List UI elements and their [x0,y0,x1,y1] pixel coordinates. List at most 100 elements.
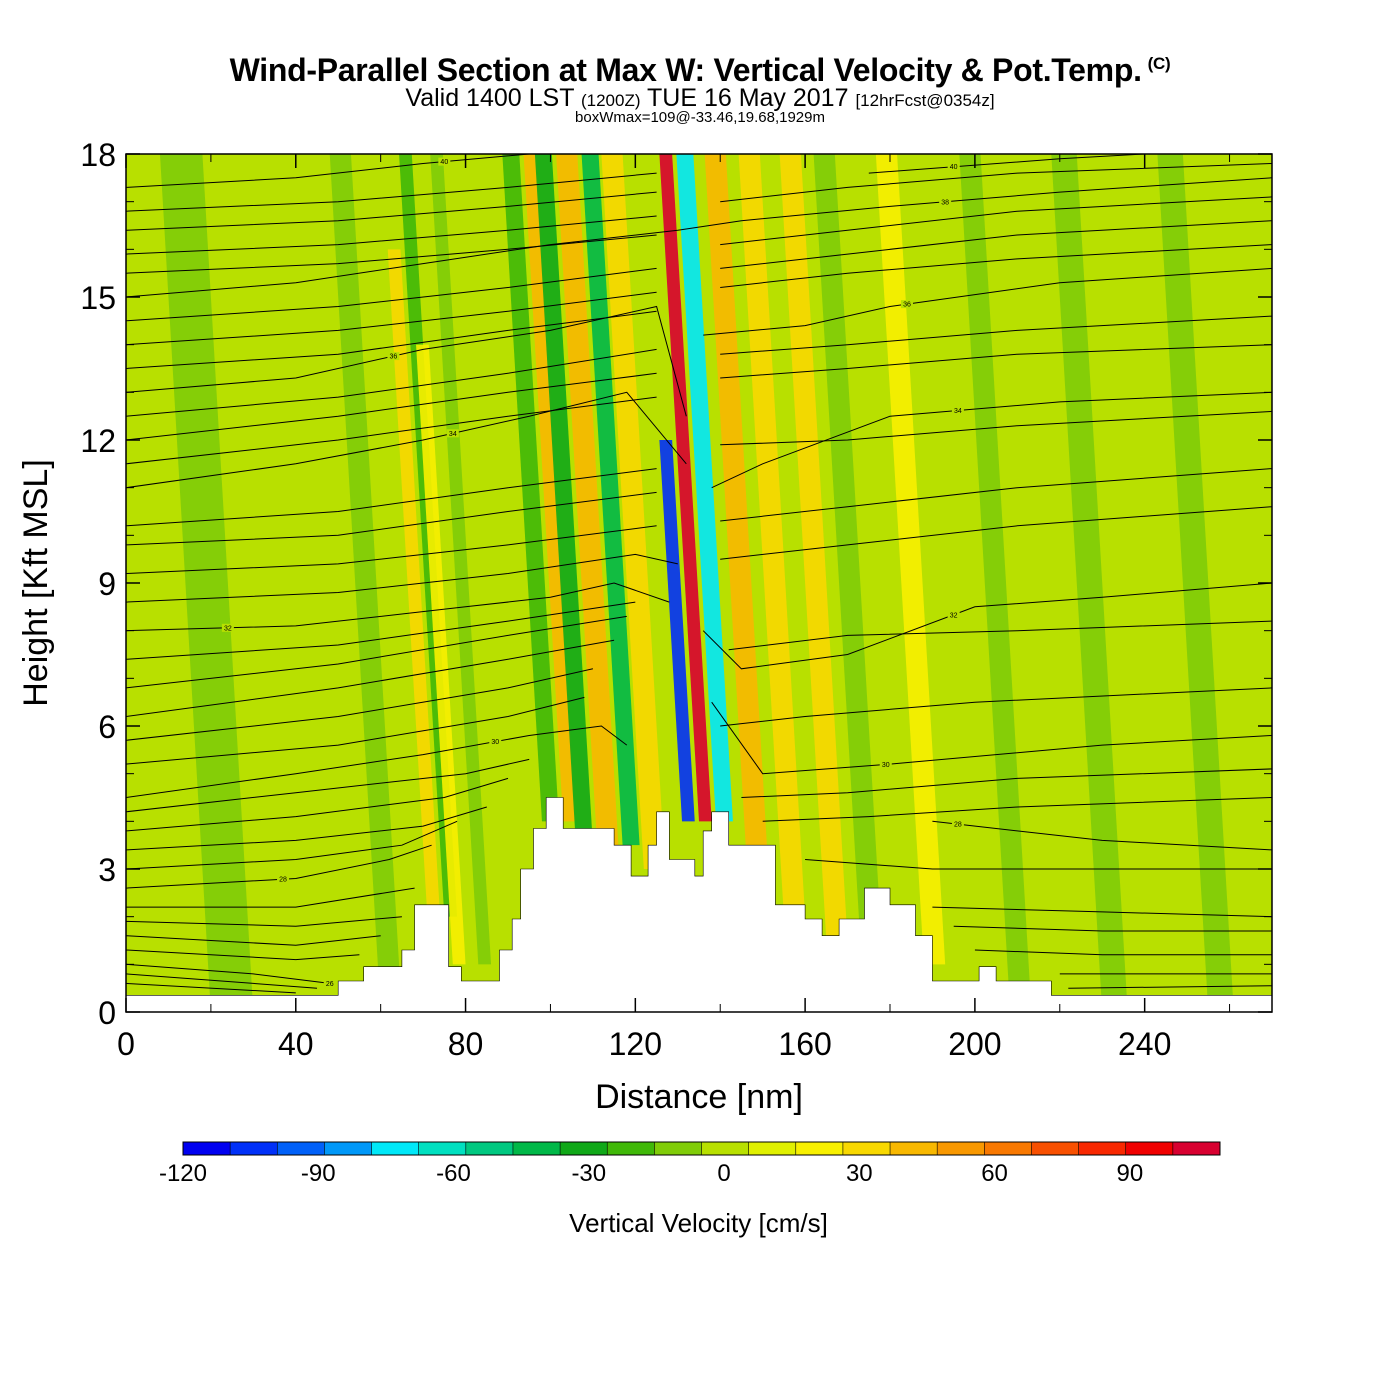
theta-label-3: 30 [491,739,499,746]
theta-label-9: 36 [390,354,398,361]
theta-contour-line-32 [932,906,1272,918]
theta-label-bg-2 [951,820,964,829]
velocity-band-7 [523,154,576,822]
theta-contour-line-30 [762,797,1272,822]
theta-contour-line-21 [126,348,657,417]
colorbar-swatch-6 [465,1142,514,1155]
velocity-band-5 [430,154,492,965]
colorbar-swatch-21 [1172,1142,1221,1155]
colorbar-title: Vertical Velocity [cm/s] [569,1208,828,1238]
theta-contour-line-2 [126,949,360,961]
theta-contour-line-8 [126,777,509,832]
colorbar-swatch-9 [607,1142,655,1155]
theta-label-bg-11 [939,197,952,206]
chart-title: Wind-Parallel Section at Max W: Vertical… [0,52,1400,89]
velocity-band-10 [581,154,640,846]
valid-date: TUE 16 May 2017 [647,84,849,112]
theta-contour-line-19 [126,396,657,465]
colorbar-tick-label-1: -90 [301,1160,336,1187]
colorbar-tick-label-7: 90 [1116,1160,1143,1187]
theta-contour-line-37 [720,687,1272,727]
forecast-info: [12hrFcst@0354z] [855,91,995,110]
theta-contour-32-5 [126,582,670,632]
theta-contour-line-23 [126,291,657,346]
theta-label-bg-7 [446,429,459,438]
theta-contour-line-38 [728,620,1272,651]
theta-label-11: 38 [941,199,949,206]
colorbar-swatch-18 [1031,1142,1080,1155]
velocity-band-12 [659,440,695,822]
theta-contour-line-18 [126,468,657,527]
velocity-band-13 [659,154,712,822]
y-tick-label-6: 18 [80,137,116,173]
colorbar-swatch-2 [277,1142,325,1155]
theta-contour-line-10 [126,696,585,765]
y-axis-title: Height [Kft MSL] [17,459,55,707]
theta-contour-line-15 [126,553,678,603]
theta-contour-line-6 [126,820,458,870]
theta-contour-line-33 [953,925,1272,932]
colorbar-tick-label-4: 0 [717,1160,730,1187]
theta-contour-38-11 [126,177,1272,298]
terrain-mask [126,797,1272,1012]
x-tick-label-2: 80 [448,1026,484,1062]
theta-contour-line-17 [126,491,657,546]
velocity-band-16 [738,154,806,917]
theta-contour-line-0 [126,982,296,994]
y-tick-label-3: 9 [98,566,116,602]
x-tick-label-3: 120 [609,1026,662,1062]
theta-label-2: 28 [954,822,962,829]
velocity-band-20 [959,154,1031,989]
theta-contour-32-6 [702,582,1272,670]
velocity-band-9 [556,154,619,846]
colorbar-swatch-7 [512,1142,561,1155]
theta-label-bg-4 [879,760,892,769]
theta-label-bg-1 [277,875,290,884]
colorbar-tick-label-0: -120 [159,1160,207,1187]
colorbar-swatch-11 [701,1142,750,1155]
theta-label-bg-10 [900,300,913,309]
theta-contour-line-11 [126,668,594,741]
velocity-band-22 [1157,154,1234,1012]
theta-label-10: 36 [903,302,911,309]
theta-contour-line-20 [126,372,657,441]
x-tick-label-0: 0 [117,1026,135,1062]
theta-contour-line-31 [805,859,1272,870]
theta-contour-line-9 [126,758,530,813]
theta-contour-line-5 [126,887,415,908]
theta-label-1: 28 [279,877,287,884]
theta-label-bg-3 [489,737,502,746]
velocity-band-4 [416,344,466,965]
theta-label-13: 40 [950,164,958,171]
y-tick-label-0: 0 [98,995,116,1031]
theta-contour-line-13 [126,615,627,689]
plot-layer: 26 28 28 30 30 32 32 34 34 36 36 38 40 40 [126,154,1272,1012]
theta-label-bg-6 [947,610,960,619]
x-tick-label-1: 40 [278,1026,314,1062]
theta-contour-line-4 [126,916,402,927]
colorbar-tick-label-6: 60 [981,1160,1008,1187]
colorbar-tick-label-5: 30 [846,1160,873,1187]
theta-label-bg-12 [438,157,451,166]
theta-contour-30-3 [126,725,628,798]
theta-contour-line-7 [126,806,487,851]
theta-contour-line-14 [126,601,636,660]
colorbar-swatch-5 [418,1142,467,1155]
theta-label-bg-9 [387,352,400,361]
velocity-band-0 [159,154,254,1012]
theta-contour-line-41 [720,410,1272,446]
theta-label-bg-5 [221,623,234,632]
velocity-band-6 [502,154,559,822]
colorbar-swatch-4 [371,1142,420,1155]
theta-contour-line-39 [720,506,1272,560]
theta-label-5: 32 [224,625,232,632]
colorbar-swatch-10 [654,1142,702,1155]
theta-contour-28-1 [126,844,432,889]
velocity-band-2 [387,249,441,917]
colorbar-swatch-13 [795,1142,844,1155]
x-axis-title: Distance [nm] [595,1078,803,1116]
x-tick-label-4: 160 [778,1026,831,1062]
theta-contour-34-8 [711,391,1272,489]
theta-contour-line-46 [720,196,1272,246]
